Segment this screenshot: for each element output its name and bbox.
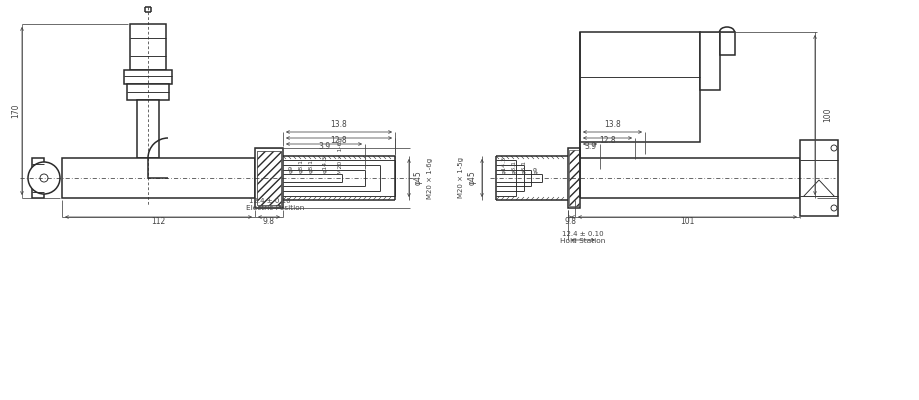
Circle shape xyxy=(40,174,48,182)
Text: M20 × 1-6g: M20 × 1-6g xyxy=(426,158,433,198)
FancyBboxPatch shape xyxy=(720,32,734,55)
Text: 3.9: 3.9 xyxy=(318,142,330,151)
Text: 100: 100 xyxy=(823,108,831,122)
Text: 9.8: 9.8 xyxy=(263,218,275,226)
Text: φ8.1: φ8.1 xyxy=(511,160,516,174)
FancyBboxPatch shape xyxy=(699,32,720,90)
Text: φ9: φ9 xyxy=(289,165,293,173)
FancyBboxPatch shape xyxy=(567,148,579,208)
FancyBboxPatch shape xyxy=(256,151,280,205)
Text: 112: 112 xyxy=(151,218,165,226)
FancyBboxPatch shape xyxy=(127,84,169,100)
Text: 12.4 ± 0.10: 12.4 ± 0.10 xyxy=(249,198,290,204)
Text: φ9: φ9 xyxy=(533,166,538,174)
Text: φ14.3: φ14.3 xyxy=(501,156,506,174)
Circle shape xyxy=(830,145,836,151)
Text: 101: 101 xyxy=(679,218,694,226)
Text: 12.4 ± 0.10: 12.4 ± 0.10 xyxy=(562,231,603,237)
Text: Electric Position: Electric Position xyxy=(245,205,304,211)
Text: φ8.1: φ8.1 xyxy=(308,159,313,173)
FancyBboxPatch shape xyxy=(124,70,172,84)
Text: 13.8: 13.8 xyxy=(330,120,347,129)
Text: 12.8: 12.8 xyxy=(330,136,347,145)
Text: φ14.3: φ14.3 xyxy=(323,155,327,173)
Text: 170: 170 xyxy=(11,104,20,118)
Text: 3.9: 3.9 xyxy=(584,142,596,151)
Text: 13.8: 13.8 xyxy=(604,120,620,129)
FancyBboxPatch shape xyxy=(62,158,255,198)
FancyBboxPatch shape xyxy=(255,148,283,208)
FancyBboxPatch shape xyxy=(32,158,44,198)
FancyBboxPatch shape xyxy=(574,158,800,198)
Text: φ45: φ45 xyxy=(468,171,476,185)
FancyBboxPatch shape xyxy=(800,140,837,216)
Text: φ45: φ45 xyxy=(414,171,423,185)
Circle shape xyxy=(28,162,60,194)
FancyBboxPatch shape xyxy=(130,24,165,70)
FancyBboxPatch shape xyxy=(568,150,578,206)
Text: M20 × 1-5g: M20 × 1-5g xyxy=(458,158,463,198)
Circle shape xyxy=(830,205,836,211)
Text: φ8.1: φ8.1 xyxy=(298,159,303,173)
Text: 9.8: 9.8 xyxy=(564,218,576,226)
Text: Hold Station: Hold Station xyxy=(560,238,605,244)
Text: φ8.1: φ8.1 xyxy=(521,160,526,174)
FancyBboxPatch shape xyxy=(579,32,699,142)
Text: 12.8: 12.8 xyxy=(599,136,616,145)
FancyBboxPatch shape xyxy=(137,100,159,158)
Text: M20 × 1-6g: M20 × 1-6g xyxy=(338,138,343,174)
